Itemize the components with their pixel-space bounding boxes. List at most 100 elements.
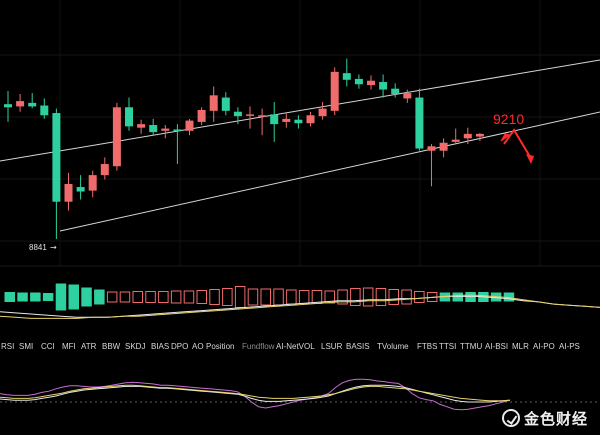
indicator-tab-lsur[interactable]: LSUR [321,342,343,351]
candle [294,115,303,129]
indicator-tab-ai-bsi[interactable]: AI-BSI [485,342,508,351]
volume-bar [196,290,207,304]
volume-bar [42,293,54,301]
candle [137,119,146,134]
candle-body [451,139,460,142]
indicator-tab-ttsi[interactable]: TTSI [439,342,456,351]
candle-body [246,114,254,116]
candle-body [112,107,121,167]
candle [112,102,121,171]
candle [16,93,25,112]
candle-body [306,115,315,124]
volume-bar [286,289,297,305]
indicator-tab-skdj[interactable]: SKDJ [125,342,145,351]
candle-body [354,78,363,85]
candle-body [367,80,375,86]
indicator-tab-fundflow[interactable]: Fundflow [242,342,275,351]
indicator-tab-ai-netvol[interactable]: AI-NetVOL [276,342,315,351]
indicator-tab-atr[interactable]: ATR [81,342,97,351]
volume-bar [375,288,387,306]
volume-bar [132,291,143,303]
candle [354,74,363,89]
indicator-tab-ttmu[interactable]: TTMU [460,342,482,351]
indicator-tab-mlr[interactable]: MLR [512,342,529,351]
channel-upper-line [0,59,600,162]
candle-body [439,142,448,151]
candle [451,128,460,145]
volume-bar [119,291,131,303]
volume-bar [106,291,118,303]
indicator-tab-position[interactable]: Position [206,342,234,351]
candle-body [16,101,25,107]
candle [173,124,182,165]
candle [342,58,351,87]
candle-body [185,120,194,131]
candle [463,127,472,145]
volume-bar [222,288,233,306]
oscillator-line-J [0,384,511,402]
candle-body [197,109,206,122]
channel-lower-line [59,111,600,232]
indicator-tab-bbw[interactable]: BBW [102,342,121,351]
volume-bar [337,289,348,305]
indicator-tab-ai-ps[interactable]: AI-PS [559,342,580,351]
candle-body [403,93,412,99]
indicator-tab-cci[interactable]: CCI [41,342,55,351]
candle [427,144,436,187]
candle [306,111,315,127]
candle [475,133,484,141]
volume-bar [234,286,246,308]
candle [439,138,448,158]
gridlines [0,0,600,266]
indicator-tab-mfi[interactable]: MFI [62,342,76,351]
candle-body [427,146,436,151]
candlestick-series [4,58,484,239]
indicator-tab-tvolume[interactable]: TVolume [377,342,409,351]
indicator-tab-ao[interactable]: AO [192,342,204,351]
volume-bar [452,292,463,302]
indicator-tab-dpo[interactable]: DPO [171,342,188,351]
candle [197,107,206,126]
indicator-tab-smi[interactable]: SMI [19,342,33,351]
candle [4,90,12,122]
volume-ma-lines [0,294,600,319]
candle-body [125,107,133,127]
checkmark-circle-icon [502,409,520,427]
indicator-tab-ftbs[interactable]: FTBS [417,342,437,351]
target-arrowhead-left [500,133,512,142]
candle-body [76,187,85,192]
candle-body [391,88,400,94]
candle-body [221,97,230,111]
target-price-label: 9210 [493,111,524,127]
volume-bar [183,290,195,304]
volume-bar [465,292,476,302]
indicator-tab-rsi[interactable]: RSI [1,342,14,351]
candle-body [137,124,146,128]
volume-bar [401,289,412,305]
candle-body [100,164,109,176]
candle [161,125,170,139]
candle [367,75,375,90]
indicator-tab-basis[interactable]: BASIS [346,342,370,351]
low-price-arrow: → [50,243,57,252]
volume-bar [260,288,271,306]
candle-body [28,102,37,107]
candle [330,67,339,116]
candle-body [258,115,267,117]
candle-body [330,71,339,111]
candle-body [233,111,242,117]
candle [76,175,85,200]
volume-bar [81,287,92,307]
target-arrowhead-right [526,154,534,164]
volume-bar [158,291,169,303]
candle [221,92,230,116]
volume-ma-MA-yellow [0,294,600,319]
volume-bar [362,287,374,307]
volume-bar [414,291,425,303]
target-path [503,128,533,161]
indicator-tab-bias[interactable]: BIAS [151,342,169,351]
indicator-tab-ai-po[interactable]: AI-PO [533,342,555,351]
candle [28,93,37,109]
candle-body [88,175,97,191]
